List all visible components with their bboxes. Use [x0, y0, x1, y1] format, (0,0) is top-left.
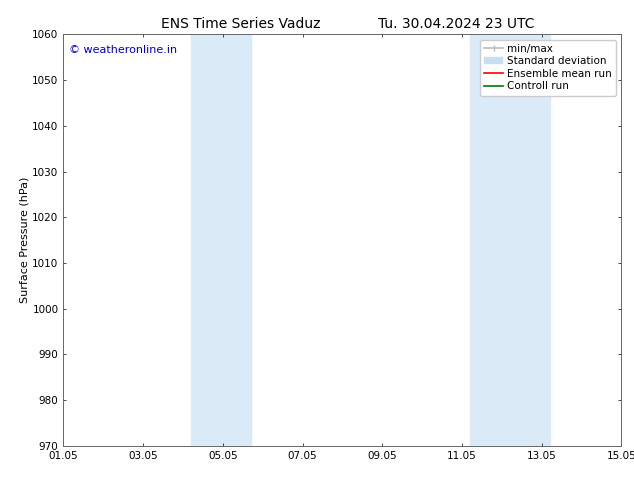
Text: © weatheronline.in: © weatheronline.in — [69, 45, 177, 54]
Y-axis label: Surface Pressure (hPa): Surface Pressure (hPa) — [20, 177, 30, 303]
Legend: min/max, Standard deviation, Ensemble mean run, Controll run: min/max, Standard deviation, Ensemble me… — [480, 40, 616, 96]
Text: Tu. 30.04.2024 23 UTC: Tu. 30.04.2024 23 UTC — [378, 17, 534, 31]
Text: ENS Time Series Vaduz: ENS Time Series Vaduz — [161, 17, 321, 31]
Bar — [191, 34, 250, 446]
Bar — [470, 34, 550, 446]
